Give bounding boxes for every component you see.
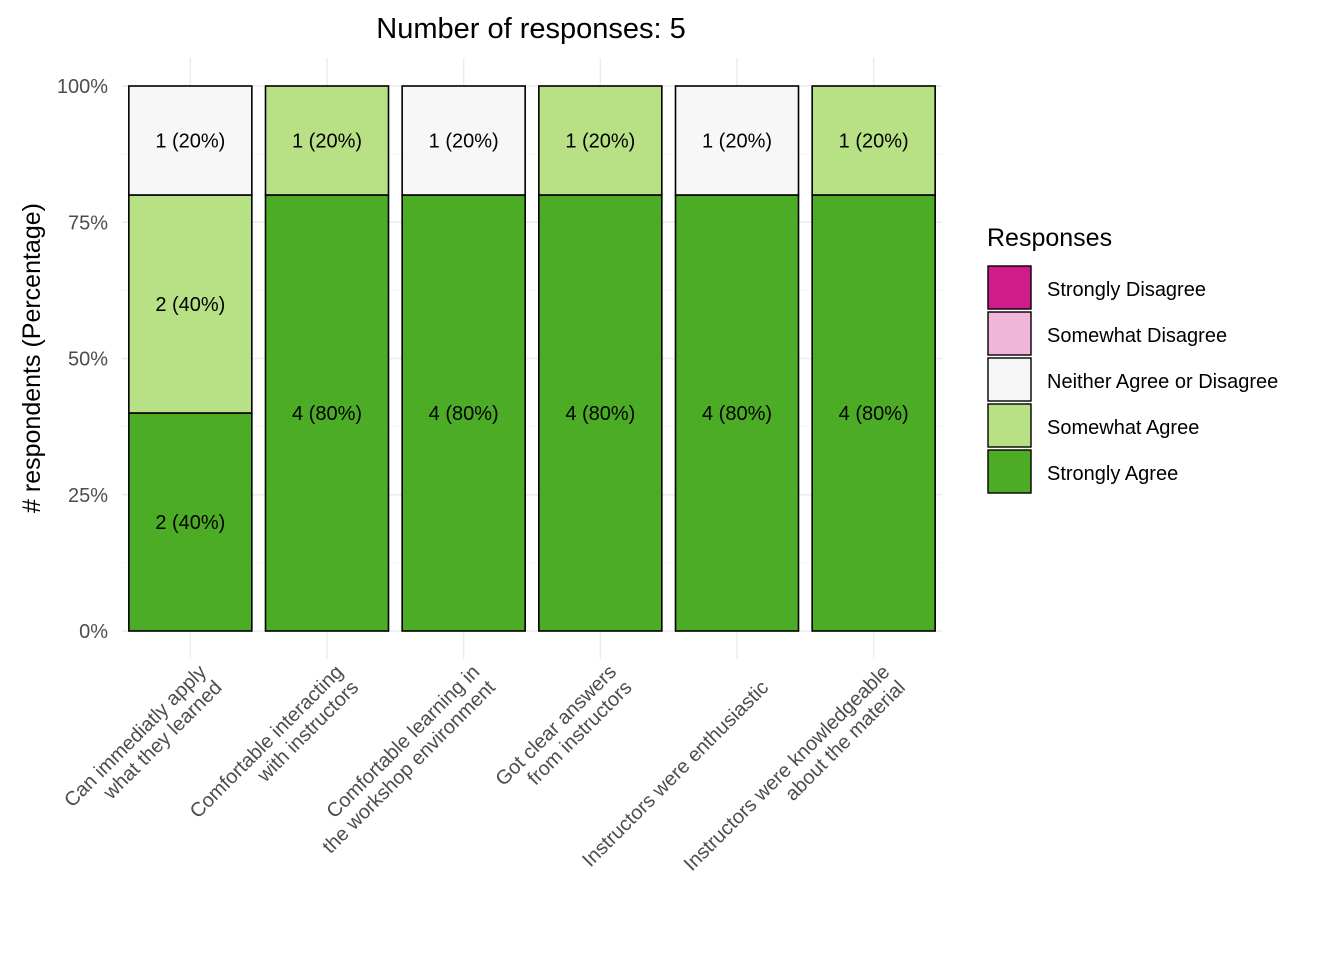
x-tick-label: Instructors were knowledgeableabout the … <box>680 661 910 891</box>
bar-segment <box>128 85 253 196</box>
x-tick-label-line: Can immediatly apply <box>60 661 211 812</box>
y-axis-ticks: 0% 25% 50% 75% 100% <box>57 76 108 643</box>
bar-segment <box>674 194 800 632</box>
x-tick-label-line: Instructors were knowledgeable <box>680 661 894 875</box>
y-tick-label: 25% <box>68 485 108 507</box>
legend-swatch <box>987 357 1032 402</box>
legend-label: Neither Agree or Disagree <box>1047 371 1278 393</box>
legend-swatch <box>987 449 1032 494</box>
data-label: 1 (20%) <box>839 131 909 153</box>
data-label: 4 (80%) <box>839 403 909 425</box>
data-label: 1 (20%) <box>429 131 499 153</box>
y-axis-label: # respondents (Percentage) <box>18 203 46 513</box>
data-label: 1 (20%) <box>292 131 362 153</box>
legend-label: Strongly Disagree <box>1047 279 1206 301</box>
legend-swatch <box>987 311 1032 356</box>
y-tick-label: 75% <box>68 212 108 234</box>
bar-segment <box>401 194 526 632</box>
y-tick-label: 50% <box>68 349 108 371</box>
x-axis-ticks: Can immediatly applywhat they learnedCom… <box>60 661 910 891</box>
data-label: 4 (80%) <box>565 403 635 425</box>
bar-segment <box>674 85 800 196</box>
bar-segment <box>128 412 253 632</box>
x-tick-label: Got clear answersfrom instructors <box>491 661 636 806</box>
data-label: 1 (20%) <box>565 131 635 153</box>
legend-title: Responses <box>987 224 1112 252</box>
legend-label: Somewhat Disagree <box>1047 325 1227 347</box>
bar-segment <box>264 85 390 196</box>
data-label: 4 (80%) <box>292 403 362 425</box>
y-tick-label: 0% <box>79 621 108 643</box>
bars: 2 (40%) 2 (40%) 1 (20%) 4 (80%) 1 (20%) 4 (80… <box>128 85 936 632</box>
bar-segment <box>401 85 526 196</box>
data-label: 1 (20%) <box>702 131 772 153</box>
legend-label: Somewhat Agree <box>1047 417 1199 439</box>
chart-title: Number of responses: 5 <box>376 13 685 45</box>
data-label: 2 (40%) <box>155 294 225 316</box>
bar-segment <box>128 194 253 414</box>
bar-segment <box>538 194 663 632</box>
legend-swatch <box>987 403 1032 448</box>
legend-label: Strongly Agree <box>1047 463 1178 485</box>
data-label: 2 (40%) <box>155 512 225 534</box>
data-label: 4 (80%) <box>702 403 772 425</box>
bar-segment <box>811 194 936 632</box>
bar-segment <box>538 85 663 196</box>
data-label: 1 (20%) <box>155 131 225 153</box>
bar-segment <box>811 85 936 196</box>
bar-segment <box>264 194 390 632</box>
y-tick-label: 100% <box>57 76 108 98</box>
data-label: 4 (80%) <box>429 403 499 425</box>
legend: Responses Strongly Disagree Somewhat Disa… <box>987 224 1278 494</box>
legend-swatch <box>987 265 1032 310</box>
